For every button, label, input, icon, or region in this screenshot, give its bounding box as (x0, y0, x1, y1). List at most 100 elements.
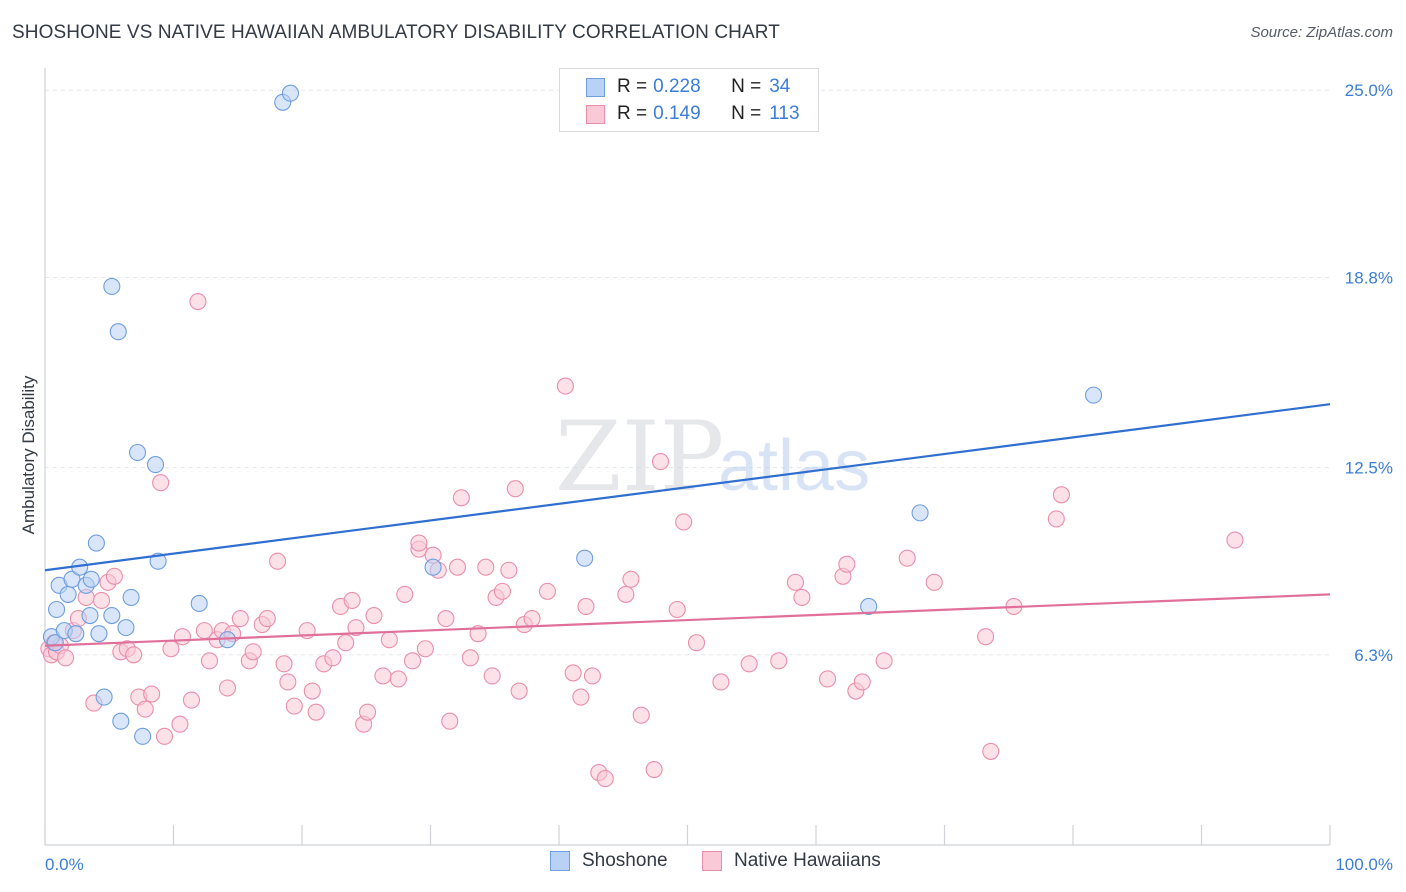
hawaiian-point (437, 610, 455, 628)
hawaiian-swatch (702, 851, 722, 871)
hawaiian-point (668, 600, 686, 619)
shoshone-point (146, 456, 165, 474)
hawaiian-point (819, 670, 837, 688)
shoshone-point (911, 504, 929, 522)
shoshone-point (103, 277, 121, 295)
shoshone-point (82, 570, 100, 588)
shoshone-point (95, 688, 113, 706)
r-value-hawaiian: 0.149 (653, 103, 701, 124)
shoshone-point (134, 727, 152, 745)
hawaiian-point (303, 682, 321, 700)
hawaiian-point (651, 453, 670, 471)
hawaiian-point (307, 703, 325, 721)
x-tick-label-min: 0.0% (45, 855, 84, 874)
hawaiian-point (977, 628, 995, 646)
legend-row-shoshone: R = 0.228 N = 34 (586, 75, 790, 99)
hawaiian-point (506, 480, 524, 498)
hawaiian-point (125, 646, 143, 664)
hawaiian-point (853, 673, 871, 691)
legend-row-hawaiian: R = 0.149 N = 113 (586, 102, 800, 126)
trendlines (44, 403, 1331, 647)
hawaiian-point (483, 667, 501, 685)
hawaiian-point (416, 640, 434, 658)
hawaiian-point (285, 697, 303, 715)
hawaiian-point (57, 649, 75, 667)
r-label: R = (617, 76, 648, 97)
hawaiian-swatch (586, 104, 605, 124)
hawaiian-point (92, 591, 111, 609)
shoshone-point (128, 443, 147, 462)
shoshone-swatch (550, 851, 570, 871)
hawaiian-point (337, 634, 355, 652)
shoshone-point (46, 634, 64, 652)
hawaiian-point (182, 691, 201, 709)
hawaiian-point (347, 619, 365, 637)
hawaiian-point (572, 688, 590, 706)
legend-item-native-hawaiians[interactable]: Native Hawaiians (702, 850, 881, 872)
shoshone-point (1085, 386, 1103, 404)
shoshone-swatch (586, 77, 605, 97)
hawaiian-trendline (44, 593, 1331, 647)
native-hawaiians-points (40, 292, 1244, 788)
hawaiian-point (365, 606, 383, 625)
shoshone-trendline (44, 403, 1331, 572)
hawaiian-point (770, 652, 788, 670)
hawaiian-point (493, 582, 512, 600)
axes (44, 68, 1331, 846)
hawaiian-point (596, 770, 614, 788)
axis-labels: 6.3% 12.5% 18.8% 25.0% 0.0% 100.0% (45, 81, 1393, 874)
hawaiian-point (374, 667, 392, 685)
grid-lines (45, 89, 1330, 656)
hawaiian-point (617, 585, 635, 603)
shoshone-point (67, 625, 85, 643)
hawaiian-point (189, 292, 207, 311)
shoshone-point (576, 549, 594, 567)
hawaiian-point (538, 582, 556, 600)
shoshone-point (63, 570, 81, 588)
hawaiian-point (452, 489, 470, 507)
watermark-zip: ZIP (555, 401, 724, 513)
shoshone-point (860, 597, 878, 616)
hawaiian-point (898, 549, 916, 567)
y-tick-label: 6.3% (1354, 646, 1393, 665)
hawaiian-point (105, 567, 123, 585)
hawaiian-point (583, 667, 601, 685)
hawaiian-point (577, 597, 595, 616)
hawaiian-point (622, 570, 640, 588)
series-legend: Shoshone Native Hawaiians (0, 850, 1406, 878)
hawaiian-point (564, 664, 582, 682)
hawaiian-point (875, 652, 893, 670)
hawaiian-point (343, 591, 361, 609)
hawaiian-point (403, 652, 422, 670)
hawaiian-point (793, 588, 811, 606)
y-tick-label: 18.8% (1345, 268, 1393, 287)
hawaiian-point (269, 552, 287, 570)
y-tick-label: 12.5% (1345, 459, 1393, 478)
hawaiian-point (389, 670, 407, 688)
hawaiian-point (448, 558, 467, 576)
source-label: Source: ZipAtlas.com (1250, 24, 1393, 41)
hawaiian-point (925, 573, 943, 591)
hawaiian-point (279, 673, 297, 691)
hawaiian-point (410, 534, 428, 552)
hawaiian-point (358, 703, 377, 721)
n-label: N = (731, 103, 762, 124)
hawaiian-point (461, 649, 479, 667)
r-label: R = (617, 103, 648, 124)
r-value-shoshone: 0.228 (653, 76, 701, 97)
n-value-shoshone: 34 (769, 76, 791, 97)
hawaiian-point (1052, 486, 1070, 504)
shoshone-point (122, 588, 140, 606)
hawaiian-point (152, 474, 170, 492)
y-axis-label: Ambulatory Disability (19, 375, 38, 534)
hawaiian-point (441, 712, 459, 730)
legend-item-shoshone[interactable]: Shoshone (550, 850, 668, 872)
watermark: ZIP atlas (555, 401, 870, 513)
hawaiian-point (510, 682, 528, 700)
n-value-hawaiian: 113 (769, 103, 800, 124)
hawaiian-point (1226, 531, 1244, 549)
shoshone-point (281, 84, 299, 102)
shoshone-point (90, 625, 108, 643)
shoshone-point (59, 585, 77, 603)
